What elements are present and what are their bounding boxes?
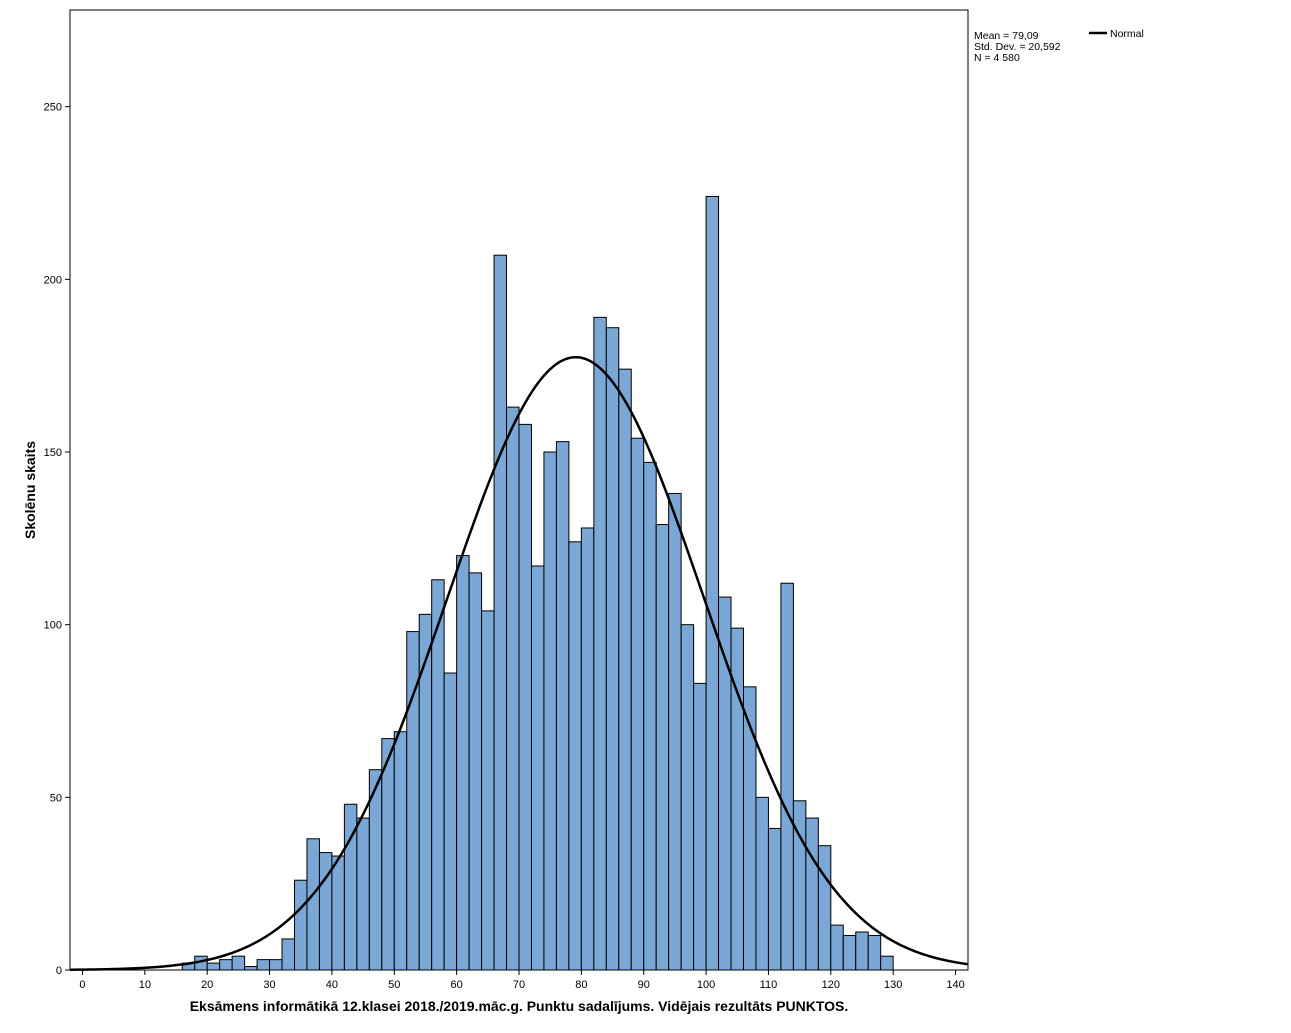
y-tick-label: 0	[56, 965, 62, 977]
x-tick-label: 0	[79, 979, 85, 991]
x-tick-label: 50	[388, 979, 400, 991]
y-tick-label: 50	[50, 792, 62, 804]
stats-n: N = 4 580	[974, 52, 1020, 64]
histogram-bar	[219, 959, 233, 971]
histogram-bar	[294, 879, 308, 971]
x-tick-label: 140	[946, 979, 964, 991]
histogram-bar	[842, 934, 857, 971]
normal-curve	[69, 355, 969, 971]
histogram-bar	[817, 845, 832, 971]
histogram-bar	[206, 962, 221, 971]
histogram-bar	[231, 955, 246, 971]
histogram-bar	[493, 254, 508, 971]
histogram-bar	[755, 796, 769, 971]
histogram-bar	[555, 441, 570, 971]
histogram-bar	[443, 672, 458, 971]
histogram-bar	[306, 838, 320, 971]
histogram-bar	[805, 817, 819, 971]
x-tick-label: 100	[697, 979, 715, 991]
histogram-bar	[331, 855, 345, 971]
x-axis-title: Eksāmens informātikā 12.klasei 2018./201…	[190, 998, 849, 1014]
histogram-bar	[593, 316, 607, 971]
y-tick-label: 250	[44, 102, 62, 114]
histogram-bar	[743, 686, 757, 971]
histogram-bar	[718, 596, 732, 971]
y-axis-title: Skolēnu skaits	[22, 441, 38, 539]
axes: 0 10 20 30 40 50 60 70 80 90 100 110 120 130 140 0 50 100…	[44, 102, 965, 991]
x-tick-label: 20	[201, 979, 213, 991]
histogram-bar	[456, 555, 470, 971]
histogram-bar	[618, 368, 632, 971]
x-tick-label: 60	[451, 979, 463, 991]
histogram-bars	[181, 195, 894, 971]
x-tick-label: 90	[638, 979, 650, 991]
histogram-bar	[830, 924, 844, 971]
x-tick-label: 70	[513, 979, 525, 991]
histogram-bar	[393, 731, 408, 971]
stats-mean: Mean = 79,09	[974, 30, 1039, 42]
x-tick-label: 40	[326, 979, 338, 991]
histogram-bar	[481, 610, 495, 971]
x-tick-label: 120	[822, 979, 840, 991]
histogram-bar	[418, 613, 433, 971]
histogram-bar	[643, 461, 657, 971]
x-tick-label: 110	[760, 979, 778, 991]
histogram-bar	[705, 195, 720, 971]
histogram-bar	[767, 827, 782, 971]
histogram-bar	[605, 327, 620, 971]
y-tick-label: 100	[44, 620, 62, 632]
legend: Normal	[1089, 28, 1144, 40]
x-tick-label: 130	[884, 979, 902, 991]
stats-box: Mean = 79,09 Std. Dev. = 20,592 N = 4 58…	[974, 30, 1061, 64]
histogram-bar	[530, 565, 545, 971]
histogram-bar	[506, 406, 520, 971]
x-tick-label: 10	[139, 979, 151, 991]
histogram-bar	[680, 624, 695, 971]
histogram-bar	[356, 817, 370, 971]
histogram-bar	[655, 524, 670, 971]
y-tick-label: 200	[44, 274, 62, 286]
y-tick-label: 150	[44, 447, 62, 459]
histogram-bar	[867, 934, 882, 971]
stats-sd: Std. Dev. = 20,592	[974, 41, 1061, 53]
legend-label-normal: Normal	[1110, 28, 1144, 40]
histogram-bar	[543, 451, 557, 971]
histogram-bar	[668, 492, 682, 971]
histogram-bar	[568, 541, 582, 971]
x-tick-label: 80	[575, 979, 587, 991]
histogram-bar	[381, 738, 395, 971]
histogram-bar	[630, 437, 645, 971]
histogram-bar	[693, 682, 707, 971]
histogram-bar	[244, 966, 258, 971]
histogram-bar	[256, 959, 271, 971]
histogram-bar	[880, 955, 894, 971]
histogram-bar	[468, 572, 483, 971]
histogram-bar	[780, 582, 794, 971]
histogram-bar	[580, 527, 595, 971]
histogram-bar	[269, 959, 283, 971]
x-tick-label: 30	[263, 979, 275, 991]
histogram-bar	[518, 423, 532, 971]
histogram-bar	[855, 931, 869, 971]
histogram-bar	[281, 938, 295, 971]
